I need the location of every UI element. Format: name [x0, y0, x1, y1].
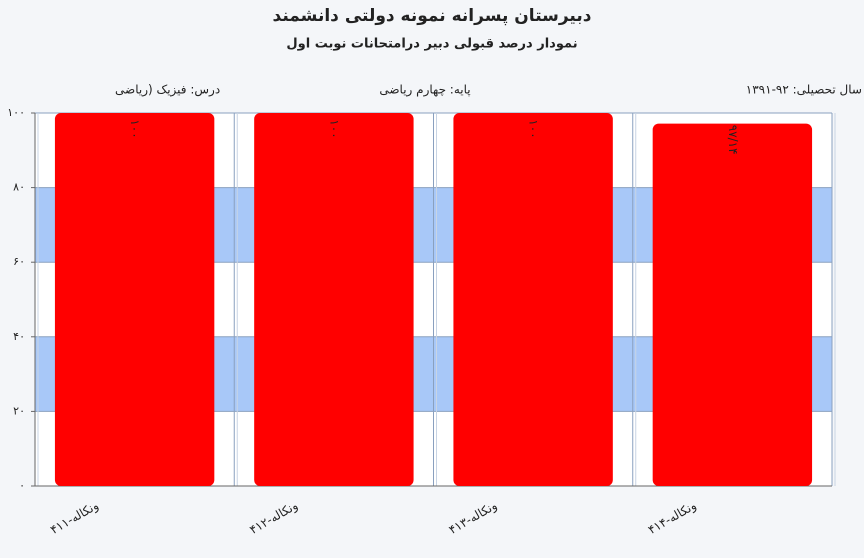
y-tick-label: ۲۰ [13, 404, 25, 417]
value-label: ۱۰۰ [527, 119, 541, 138]
y-tick-label: ۴۰ [13, 330, 25, 343]
x-tick-label: ونکاله-۴۱۳ [446, 498, 500, 538]
y-tick-label: ۰ [19, 479, 25, 492]
value-label: ۱۰۰ [128, 119, 142, 138]
y-tick-label: ۸۰ [13, 181, 25, 194]
value-label: ۹۷/۱۴ [726, 125, 740, 155]
y-tick-label: ۶۰ [13, 255, 25, 268]
bar [453, 113, 613, 486]
bar [254, 113, 414, 486]
y-tick-label: ۱۰۰ [7, 106, 25, 119]
chart-subtitle: نمودار درصد قبولی دبیر درامتحانات نوبت ا… [286, 37, 577, 52]
x-tick-label: ونکاله-۴۱۴ [646, 498, 700, 538]
bar [54, 113, 215, 486]
info-text: درس: فیزیک (ریاضی [115, 83, 220, 98]
chart-title: دبیرستان پسرانه نمونه دولتی دانشمند [273, 6, 592, 26]
x-tick-label: ونکاله-۴۱۲ [247, 498, 301, 538]
info-text: پایه: چهارم ریاضی [379, 83, 470, 98]
value-label: ۱۰۰ [327, 119, 341, 138]
x-tick-label: ونکاله-۴۱۱ [48, 498, 102, 538]
info-text: سال تحصیلی: ۹۲-۱۳۹۱ [746, 83, 862, 97]
bar [652, 123, 813, 487]
